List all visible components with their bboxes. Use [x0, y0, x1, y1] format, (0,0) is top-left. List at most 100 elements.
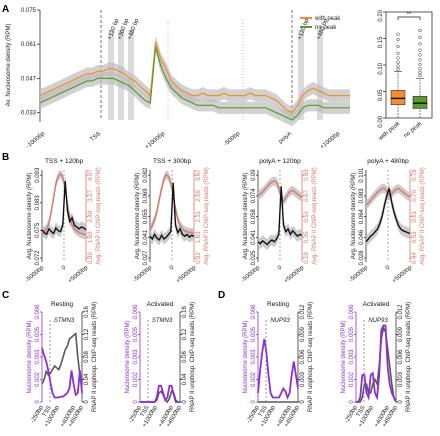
y2-tick-label: 1.63	[196, 231, 202, 243]
y-tick-label: 0.041	[251, 229, 257, 245]
gene-label: NUP93	[270, 318, 290, 324]
y2-tick-label: 0.78	[412, 169, 418, 181]
y-tick-label: 0.005	[251, 326, 257, 342]
y-tick-label: 0.003	[35, 349, 41, 365]
outlier-point	[418, 67, 422, 71]
y2-tick-label: 0.19	[304, 252, 310, 264]
y-tick-label: 0.002	[251, 371, 257, 387]
gene-label: NUP93	[368, 318, 388, 324]
outlier-point	[418, 58, 422, 62]
y-tick-label: 0.10	[378, 62, 384, 74]
y-tick-label: 0.028	[359, 250, 365, 266]
outlier-point	[418, 73, 422, 78]
series-line-rnap	[149, 173, 195, 235]
x-tick-label: +1000bp	[144, 131, 166, 151]
subplot-title: Activated	[363, 301, 390, 308]
x-tick-label: 0	[61, 265, 68, 272]
subplot-title: polyA + 120bp	[259, 158, 301, 165]
y-tick-label: 0.006	[349, 304, 355, 320]
panel-b-plot-4: polyA + 480bp0.0280.0460.0640.0830.101Av…	[349, 158, 426, 285]
series-line-nucleosome	[41, 180, 87, 236]
y-tick-label: 0.20	[378, 9, 384, 21]
confidence-band	[40, 40, 350, 127]
y2-tick-label: 0.009	[398, 326, 404, 342]
y2-tick-label: 0	[182, 400, 188, 404]
significance-label: **	[407, 12, 412, 18]
y-tick-label: 0	[349, 400, 355, 404]
box-with-peak	[390, 90, 406, 106]
y-axis-label: Nucleosome density (RPM)	[125, 320, 131, 393]
significance-bracket	[397, 16, 421, 20]
y2-tick-label: 0.35	[304, 231, 310, 243]
y-tick-label: 0.075	[21, 8, 37, 14]
y-tick-label: 0.074	[251, 188, 257, 204]
y-axis-label: Nucleosome density (RPM)	[341, 320, 347, 393]
legend-entry: no peak	[315, 25, 337, 31]
x-tick-label: +5000bp	[283, 265, 305, 285]
y-tick-label: 0.058	[251, 208, 257, 224]
y2-tick-label: 0.53	[412, 231, 418, 243]
series-line-nucleosome	[140, 384, 180, 403]
y2-axis-label: RNAP II unphosp. ChIP-seq reads (RPM)	[92, 302, 98, 412]
y2-tick-label: 0.012	[398, 304, 404, 320]
y-tick-label: 0.05	[378, 89, 384, 101]
x-tick-label: 0	[169, 265, 176, 272]
y-axis-label: Av. Nucleosome density (RPM)	[6, 24, 12, 107]
y-tick-label: 0.083	[35, 195, 41, 211]
outlier-point	[396, 60, 400, 64]
outlier-point	[396, 64, 400, 68]
y-tick-label: 0	[251, 400, 257, 404]
legend-entry: with peak	[314, 16, 341, 22]
panel-b-plot-3: polyA + 120bp0.0250.0410.0580.0740.09Avg…	[241, 158, 318, 285]
y2-tick-label: 0	[398, 400, 404, 404]
y-tick-label: 0.047	[21, 76, 37, 82]
y2-tick-label: 0.44	[412, 252, 418, 264]
y-tick-label: 0.006	[251, 304, 257, 320]
y-tick-label: 0	[133, 400, 139, 404]
y-tick-label: 0.093	[35, 167, 41, 183]
panel-letter-c: C	[2, 290, 9, 301]
x-tick-label: -500bp	[223, 131, 242, 148]
y2-tick-label: 0	[300, 400, 306, 404]
series-line-rnap	[41, 331, 83, 385]
y-tick-label: 0.002	[35, 371, 41, 387]
y-axis-label: Nucleosome density (RPM)	[243, 320, 249, 393]
outlier-point	[418, 53, 422, 57]
x-tick-label: TSS	[356, 405, 367, 418]
y2-tick-label: 0.83	[304, 169, 310, 181]
x-tick-label: -5000bp	[133, 265, 154, 284]
y-tick-label: 0.075	[35, 222, 41, 238]
y-tick-label: 0.083	[359, 188, 365, 204]
subplot-title: TSS + 120bp	[45, 158, 84, 165]
x-tick-label: +5000bp	[391, 265, 413, 285]
y2-tick-label: 0.16	[84, 306, 90, 318]
x-tick-label: 0	[277, 265, 284, 272]
panel-b-plot-2: TSS + 300bp0.0270.0410.0550.0690.082Avg.…	[133, 158, 210, 285]
legend: with peak no peak	[300, 16, 341, 31]
outlier-point	[396, 56, 400, 60]
gene-label: STMN3	[152, 318, 173, 324]
y2-tick-label: 2.99	[196, 189, 202, 201]
series-line-nucleosome	[257, 338, 299, 400]
y-tick-label: 0.033	[21, 111, 37, 117]
x-tick-label: TSS	[42, 405, 53, 418]
panel-letter-d: D	[218, 290, 225, 301]
y2-tick-label: 0.006	[300, 349, 306, 365]
y-tick-label: 0.041	[143, 229, 149, 245]
y2-tick-label: 0.51	[304, 210, 310, 222]
outlier-point	[418, 28, 422, 33]
x-tick-label: -1000bp	[26, 131, 47, 150]
y-tick-label: 0.025	[251, 250, 257, 266]
y-tick-label: 0.101	[359, 167, 365, 183]
y2-tick-label: 0.04	[84, 373, 90, 385]
y-axis-label: Avg. Nucleosome density (RPM)	[27, 173, 33, 260]
y-axis-label: Avg. Nucleosome density (RPM)	[243, 173, 249, 260]
outlier-point	[396, 51, 400, 55]
y-axis-label: Nucleosome density (RPM)	[27, 320, 33, 393]
y-tick-label: 0.005	[35, 326, 41, 342]
peak-highlight	[317, 30, 323, 120]
